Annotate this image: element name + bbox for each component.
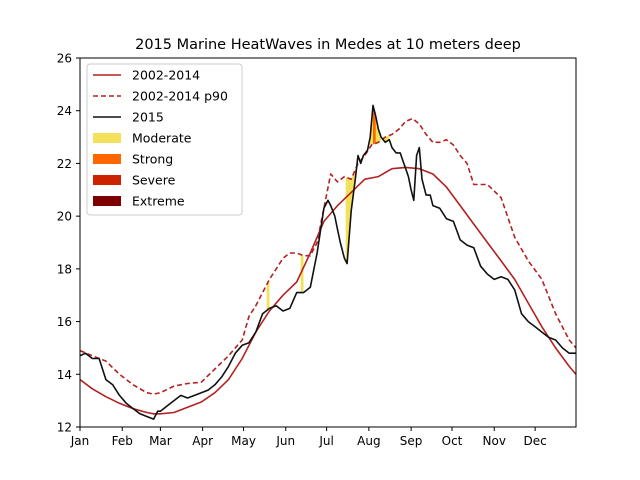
legend-label-2002-2014-p90: 2002-2014 p90 <box>132 89 228 104</box>
series-line-2015 <box>80 104 576 420</box>
chart-title: 2015 Marine HeatWaves in Medes at 10 met… <box>135 37 521 53</box>
series-line-2002-2014-p90 <box>80 117 576 395</box>
legend-label-2002-2014: 2002-2014 <box>132 68 200 83</box>
x-tick-label-nov: Nov <box>483 434 506 448</box>
y-tick-label-18: 18 <box>57 262 72 276</box>
plot-area <box>80 104 576 420</box>
x-tick-label-aug: Aug <box>357 434 380 448</box>
x-tick-label-may: May <box>231 434 256 448</box>
x-tick-label-jan: Jan <box>70 434 90 448</box>
plot-frame <box>79 57 577 428</box>
legend-label-moderate: Moderate <box>132 131 192 146</box>
y-tick-label-26: 26 <box>57 52 72 66</box>
x-tick-label-oct: Oct <box>442 434 463 448</box>
y-tick-label-24: 24 <box>57 104 72 118</box>
legend-swatch-severe <box>93 175 121 185</box>
y-tick-label-14: 14 <box>57 368 72 382</box>
legend-label-extreme: Extreme <box>132 194 185 209</box>
axes: 12 14 16 18 20 22 24 26 Jan Feb Mar Apr May Jun Jul Aug… <box>57 52 577 448</box>
legend-box <box>86 63 243 216</box>
x-tick-label-dec: Dec <box>524 434 547 448</box>
heatwave-fill-moderate-1 <box>266 279 270 311</box>
y-tick-label-16: 16 <box>57 315 72 329</box>
x-tick-label-apr: Apr <box>192 434 213 448</box>
heatwave-fill-moderate-2 <box>300 254 304 293</box>
x-tick-label-mar: Mar <box>149 434 172 448</box>
y-tick-label-12: 12 <box>57 421 72 435</box>
legend: 2002-2014 2002-2014 p90 2015 Moderate Strong… <box>86 63 243 216</box>
legend-label-strong: Strong <box>132 152 173 167</box>
y-tick-label-20: 20 <box>57 210 72 224</box>
y-tick-label-22: 22 <box>57 157 72 171</box>
legend-swatch-strong <box>93 154 121 164</box>
legend-swatch-extreme <box>93 196 121 206</box>
x-tick-label-jul: Jul <box>318 434 333 448</box>
x-tick-label-sep: Sep <box>400 434 423 448</box>
legend-swatch-moderate <box>93 133 121 143</box>
x-tick-label-jun: Jun <box>275 434 295 448</box>
legend-label-2015: 2015 <box>132 110 164 125</box>
legend-label-severe: Severe <box>132 173 176 188</box>
x-tick-label-feb: Feb <box>112 434 133 448</box>
